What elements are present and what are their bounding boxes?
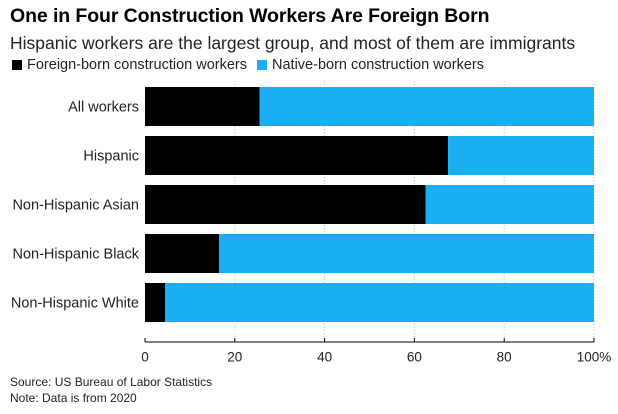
bar-foreign-born [145,283,166,322]
category-label: Non-Hispanic White [11,296,139,312]
x-tick-label: 40 [317,350,332,365]
bar-native-born [448,136,594,175]
category-label: Non-Hispanic Asian [12,198,139,214]
category-label: All workers [68,100,139,116]
bar-native-born [219,234,594,273]
x-tick-label: 20 [227,350,242,365]
x-tick-label: 60 [407,350,422,365]
category-label: Non-Hispanic Black [12,247,139,263]
bar-foreign-born [145,234,220,273]
legend-swatch-foreign [12,60,22,70]
bar-foreign-born [145,87,260,126]
legend-label-native: Native-born construction workers [272,57,484,73]
bar-native-born [165,283,594,322]
legend: Foreign-born construction workers Native… [12,57,494,73]
x-tick-label: 80 [497,350,512,365]
bar-native-born [425,185,594,224]
data-note: Note: Data is from 2020 [10,391,137,405]
bar-foreign-born [145,185,426,224]
chart-subtitle: Hispanic workers are the largest group, … [10,33,576,53]
legend-item-foreign: Foreign-born construction workers [12,57,247,73]
x-tick-label: 100% [577,350,612,365]
legend-item-native: Native-born construction workers [257,57,484,73]
chart-title: One in Four Construction Workers Are For… [10,5,490,27]
source-note: Source: US Bureau of Labor Statistics [10,375,213,389]
x-tick-label: 0 [141,350,149,365]
bar-foreign-born [145,136,449,175]
stacked-bar-chart: All workers Hispanic Non-Hispanic Asian Non… [11,81,612,365]
bar-native-born [259,87,594,126]
category-label: Hispanic [83,149,139,165]
legend-swatch-native [257,60,268,70]
legend-label-foreign: Foreign-born construction workers [27,57,248,73]
